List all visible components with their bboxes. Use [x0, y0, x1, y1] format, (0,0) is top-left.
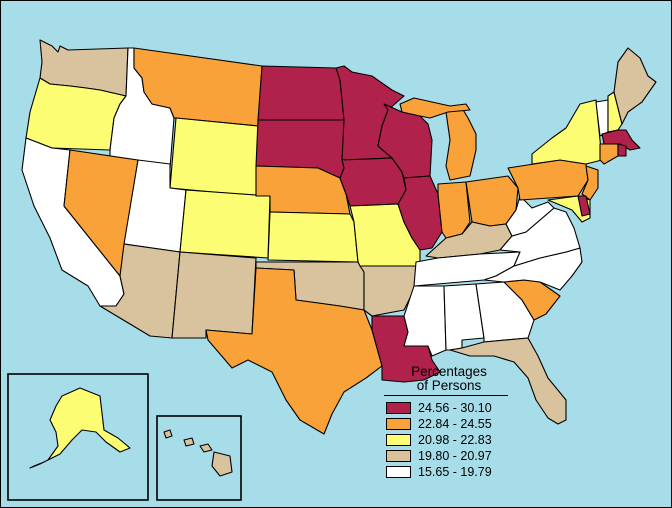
state-RI [617, 143, 627, 157]
legend-item: 22.84 - 24.55 [384, 416, 514, 431]
state-WV [505, 195, 555, 237]
state-HI-maui [199, 443, 213, 453]
legend-swatch [386, 417, 411, 430]
legend-item: 15.65 - 19.79 [384, 464, 514, 479]
state-WY [169, 117, 259, 197]
state-HI-oahu [183, 437, 195, 447]
state-IL [397, 175, 443, 251]
legend-swatch [386, 465, 411, 478]
state-MS [403, 285, 447, 357]
state-FL [449, 337, 567, 425]
state-HI-big-island [211, 451, 233, 477]
state-AK [47, 387, 131, 461]
legend-label: 22.84 - 24.55 [418, 416, 492, 431]
legend-label: 15.65 - 19.79 [418, 464, 492, 479]
ak-aleutian-chain [29, 459, 49, 469]
legend-item: 19.80 - 20.97 [384, 448, 514, 463]
state-TX [205, 267, 383, 435]
legend-swatch [386, 449, 411, 462]
state-CO [179, 189, 271, 259]
legend-swatch [386, 401, 411, 414]
state-ND [257, 65, 345, 121]
state-HI-kauai [163, 429, 173, 439]
legend: Percentages of Persons 24.56 - 30.10 22.8… [384, 365, 514, 480]
legend-label: 24.56 - 30.10 [418, 400, 492, 415]
legend-label: 19.80 - 20.97 [418, 448, 492, 463]
state-KS [267, 211, 359, 263]
state-IA [339, 157, 407, 207]
state-NY [531, 99, 603, 165]
state-PA [507, 159, 589, 201]
state-MI-UP [399, 97, 471, 119]
state-DE [577, 195, 591, 217]
state-ME [613, 47, 657, 125]
legend-item: 24.56 - 30.10 [384, 400, 514, 415]
legend-label: 20.98 - 22.83 [418, 432, 492, 447]
state-NM [171, 251, 257, 339]
legend-items: 24.56 - 30.10 22.84 - 24.55 20.98 - 22.83 1… [384, 400, 514, 479]
legend-title-line1: Percentages [411, 364, 487, 379]
legend-item: 20.98 - 22.83 [384, 432, 514, 447]
legend-title-line2: of Persons [416, 378, 482, 393]
legend-divider [384, 395, 508, 396]
state-NH [607, 91, 623, 133]
state-MI [445, 107, 477, 181]
legend-swatch [386, 433, 411, 446]
state-CT [599, 143, 619, 165]
